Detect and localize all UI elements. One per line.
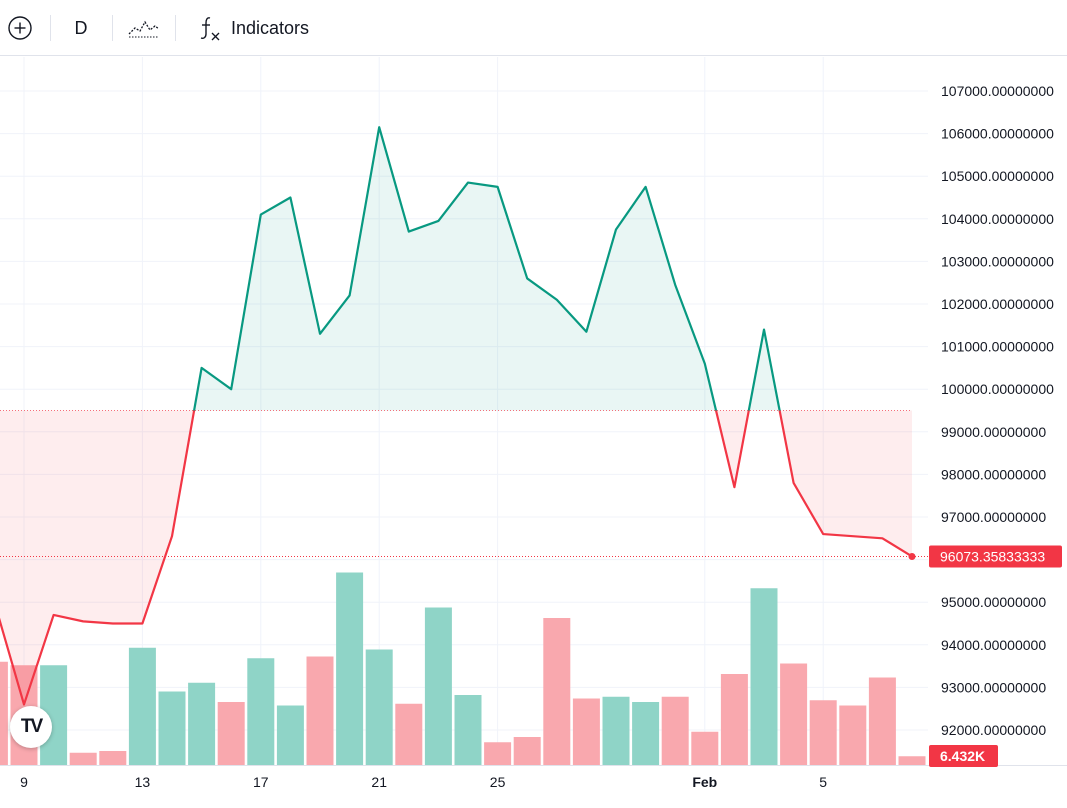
volume-bar[interactable] bbox=[217, 702, 245, 765]
toolbar-divider bbox=[175, 15, 176, 41]
y-tick-label: 104000.00000000 bbox=[941, 211, 1054, 227]
price-line-down[interactable] bbox=[0, 127, 913, 706]
indicators-button[interactable]: Indicators bbox=[190, 10, 316, 46]
volume-bar[interactable] bbox=[602, 696, 630, 765]
tradingview-logo[interactable]: TV bbox=[10, 706, 52, 748]
volume-bar[interactable] bbox=[750, 588, 778, 765]
y-tick-label: 99000.00000000 bbox=[941, 424, 1046, 440]
volume-bar[interactable] bbox=[839, 705, 867, 766]
volume-bar[interactable] bbox=[0, 661, 8, 765]
y-tick-label: 105000.00000000 bbox=[941, 168, 1054, 184]
x-tick-label: 5 bbox=[819, 774, 827, 790]
x-tick-label: Feb bbox=[692, 774, 717, 790]
volume-bar[interactable] bbox=[691, 731, 719, 765]
y-tick-label: 95000.00000000 bbox=[941, 594, 1046, 610]
fx-icon bbox=[200, 17, 220, 41]
volume-bar[interactable] bbox=[424, 607, 452, 766]
plus-circle-icon bbox=[8, 16, 32, 40]
last-volume-label: 6.432K bbox=[940, 748, 985, 764]
y-tick-label: 92000.00000000 bbox=[941, 722, 1046, 738]
toolbar-divider bbox=[112, 15, 113, 41]
volume-bar[interactable] bbox=[158, 691, 186, 766]
y-tick-label: 102000.00000000 bbox=[941, 296, 1054, 312]
price-area-below-baseline bbox=[0, 410, 912, 705]
y-tick-label: 101000.00000000 bbox=[941, 339, 1054, 355]
volume-bar[interactable] bbox=[69, 752, 97, 765]
x-tick-label: 9 bbox=[20, 774, 28, 790]
y-tick-label: 98000.00000000 bbox=[941, 466, 1046, 482]
volume-bar[interactable] bbox=[247, 658, 275, 765]
volume-bar[interactable] bbox=[572, 698, 600, 766]
volume-bar[interactable] bbox=[780, 663, 808, 766]
volume-bar[interactable] bbox=[484, 742, 512, 765]
volume-bar[interactable] bbox=[543, 618, 571, 765]
volume-bar[interactable] bbox=[128, 647, 156, 765]
toolbar-divider bbox=[50, 15, 51, 41]
volume-bar[interactable] bbox=[365, 649, 393, 766]
volume-bar[interactable] bbox=[513, 737, 541, 765]
volume-bar[interactable] bbox=[868, 677, 896, 766]
last-price-label: 96073.35833333 bbox=[940, 548, 1045, 564]
price-chart[interactable]: 107000.00000000 106000.00000000 105000.000… bbox=[0, 56, 1067, 803]
last-price-badge bbox=[929, 545, 1062, 568]
volume-bar[interactable] bbox=[99, 751, 127, 765]
volume-bar[interactable] bbox=[276, 705, 304, 766]
last-price-point[interactable] bbox=[908, 552, 916, 560]
volume-bar[interactable] bbox=[661, 696, 689, 765]
y-tick-label: 97000.00000000 bbox=[941, 509, 1046, 525]
y-tick-label: 103000.00000000 bbox=[941, 253, 1054, 269]
x-tick-label: 17 bbox=[253, 774, 269, 790]
volume-bar[interactable] bbox=[454, 695, 482, 765]
volume-bar[interactable] bbox=[395, 703, 423, 765]
chart-area[interactable]: 107000.00000000 106000.00000000 105000.000… bbox=[0, 56, 1067, 803]
chart-type-button[interactable] bbox=[124, 10, 164, 46]
y-tick-label: 107000.00000000 bbox=[941, 83, 1054, 99]
y-tick-label: 106000.00000000 bbox=[941, 126, 1054, 142]
interval-button[interactable]: D bbox=[74, 17, 88, 38]
y-tick-label: 93000.00000000 bbox=[941, 679, 1046, 695]
volume-bar[interactable] bbox=[809, 700, 837, 765]
volume-bar[interactable] bbox=[188, 682, 216, 765]
volume-bar[interactable] bbox=[336, 572, 364, 766]
price-area-above-baseline bbox=[0, 127, 912, 411]
y-tick-label: 100000.00000000 bbox=[941, 381, 1054, 397]
top-toolbar: D Indicators bbox=[0, 0, 1067, 56]
volume-bar[interactable] bbox=[720, 674, 748, 765]
y-tick-label: 94000.00000000 bbox=[941, 637, 1046, 653]
volume-bar[interactable] bbox=[306, 656, 334, 766]
x-tick-label: 21 bbox=[371, 774, 387, 790]
x-tick-label: 13 bbox=[135, 774, 151, 790]
last-volume-badge bbox=[929, 745, 998, 767]
line-chart-icon bbox=[128, 20, 160, 38]
price-line-up[interactable] bbox=[0, 126, 912, 704]
x-tick-label: 25 bbox=[490, 774, 506, 790]
volume-bar[interactable] bbox=[898, 756, 926, 765]
volume-bar[interactable] bbox=[632, 702, 660, 765]
add-symbol-button[interactable] bbox=[4, 10, 36, 46]
indicators-label: Indicators bbox=[230, 17, 310, 38]
